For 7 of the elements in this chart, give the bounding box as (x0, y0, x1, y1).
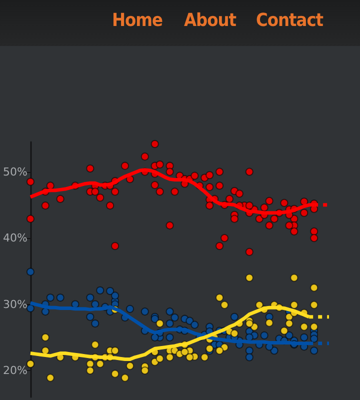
y-tick-label: 40% (2, 232, 28, 245)
y-tick-label: 30% (2, 298, 28, 311)
text: Contact (256, 10, 324, 31)
text: About (184, 10, 236, 31)
y-tick-label: 50% (2, 165, 28, 178)
text: Home (112, 10, 163, 31)
y-tick-label: 20% (2, 364, 28, 378)
